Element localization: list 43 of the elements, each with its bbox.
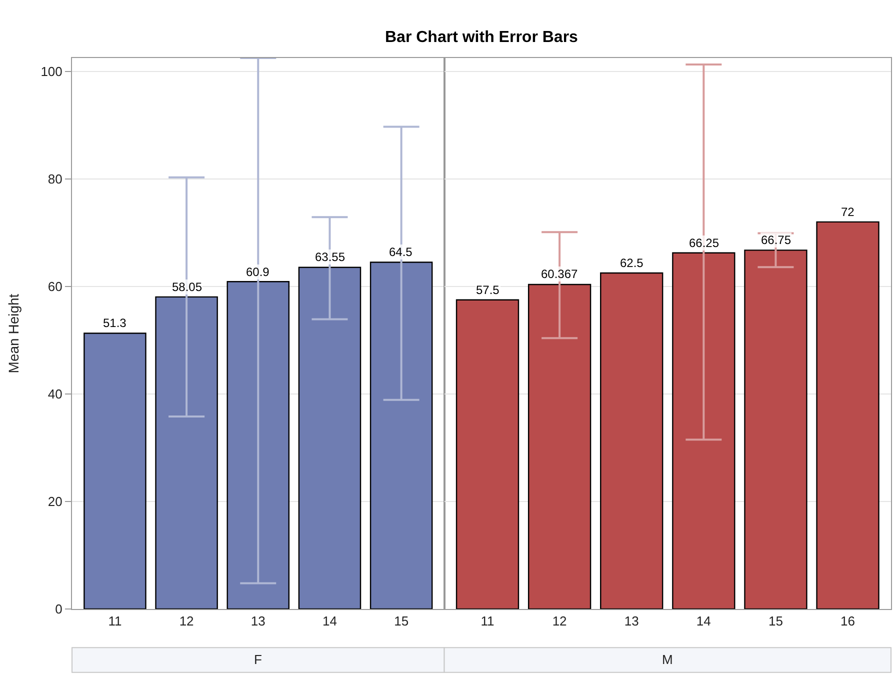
bar xyxy=(84,332,146,609)
x-tick-label: 11 xyxy=(480,614,494,629)
bar xyxy=(672,252,736,609)
x-tick-label: 14 xyxy=(322,614,337,629)
y-tick-label: 100 xyxy=(40,64,62,79)
text: Bar Chart with Error Bars xyxy=(385,29,578,46)
y-tick-label: 60 xyxy=(48,279,62,294)
y-tick-label: 20 xyxy=(48,494,62,510)
y-tick-label: 40 xyxy=(48,386,62,402)
bar xyxy=(816,221,880,609)
x-axis-title: M xyxy=(662,652,673,667)
data-label: 64.5 xyxy=(389,245,413,259)
data-label: 72 xyxy=(841,205,855,219)
y-tick-label: 80 xyxy=(48,172,62,186)
data-label: 57.5 xyxy=(476,283,500,297)
data-label: 66.25 xyxy=(689,236,720,250)
data-label: 62.5 xyxy=(620,256,644,270)
y-axis-title: Mean Height xyxy=(5,294,22,374)
bar xyxy=(456,299,520,609)
bar xyxy=(600,272,664,609)
x-tick-label: 15 xyxy=(768,614,783,629)
data-label: 60.9 xyxy=(246,265,270,279)
data-label: 58.05 xyxy=(172,280,202,294)
x-tick-label: 12 xyxy=(179,614,194,629)
data-label: 63.55 xyxy=(315,250,346,264)
bar xyxy=(155,296,218,609)
y-tick-label: 0 xyxy=(55,602,62,617)
bar xyxy=(298,266,362,609)
x-axis-title: F xyxy=(254,652,262,667)
x-tick-label: 13 xyxy=(624,614,639,629)
bar xyxy=(744,250,808,609)
x-tick-label: 11 xyxy=(108,614,122,629)
bar xyxy=(226,281,290,609)
x-tick-label: 12 xyxy=(552,614,567,629)
x-tick-label: 14 xyxy=(696,614,711,629)
x-tick-label: 15 xyxy=(394,614,409,629)
data-label: 51.3 xyxy=(103,316,127,330)
data-label: 60.367 xyxy=(541,267,578,281)
bar xyxy=(370,262,433,609)
x-tick-label: 16 xyxy=(840,614,856,629)
bar xyxy=(528,284,592,609)
data-label: 66.75 xyxy=(761,233,792,247)
x-tick-label: 13 xyxy=(250,614,266,629)
